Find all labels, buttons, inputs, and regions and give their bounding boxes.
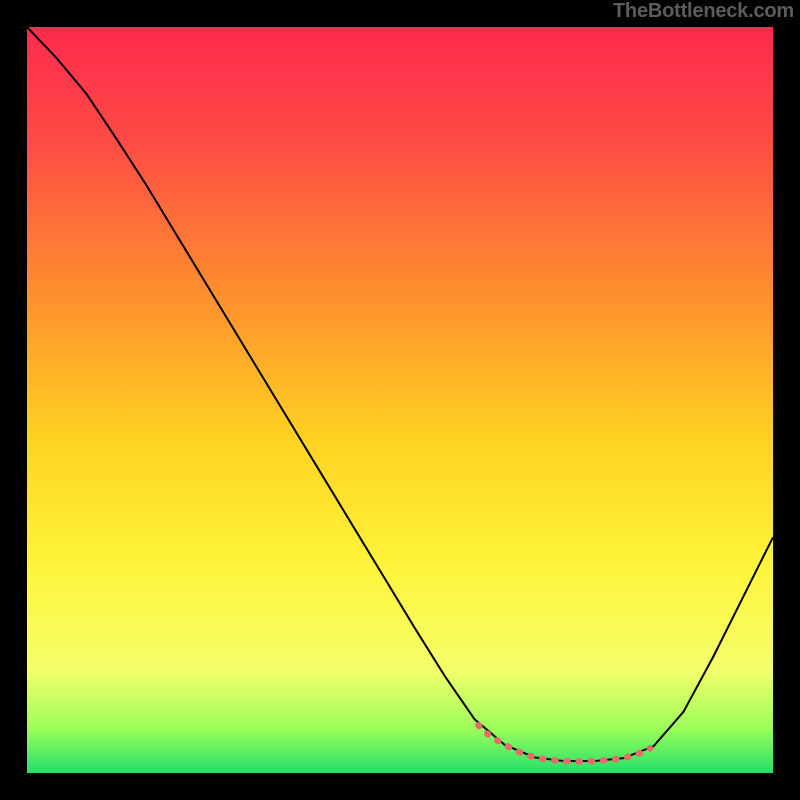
chart-stage: TheBottleneck.com xyxy=(0,0,800,800)
chart-svg xyxy=(27,27,773,773)
plot-area xyxy=(27,27,773,773)
watermark-text: TheBottleneck.com xyxy=(613,0,794,23)
gradient-background xyxy=(27,27,773,773)
